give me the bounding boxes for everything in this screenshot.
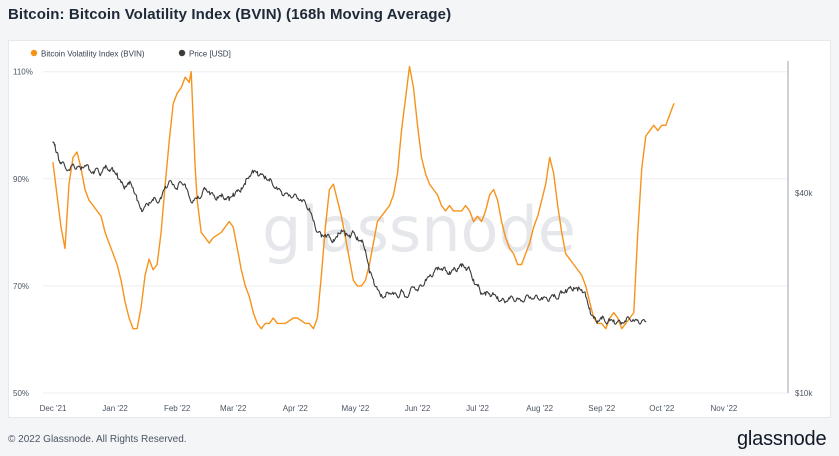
y-right-tick-label: $10k bbox=[795, 389, 813, 398]
x-tick-label: Jul '22 bbox=[466, 404, 489, 413]
chart-card: glassnode 50% 70% 90% 110% $10k $40k Dec '21… bbox=[8, 40, 831, 418]
x-tick-label: Apr '22 bbox=[283, 404, 309, 413]
bvin-price-chart[interactable]: glassnode 50% 70% 90% 110% $10k $40k Dec '21… bbox=[9, 41, 832, 419]
legend-bvin-dot bbox=[30, 49, 38, 57]
y-axis-right: $10k $40k bbox=[795, 189, 813, 398]
copyright-text: © 2022 Glassnode. All Rights Reserved. bbox=[8, 434, 187, 445]
y-right-tick-label: $40k bbox=[795, 189, 813, 198]
legend-bvin-label: Bitcoin Volatility Index (BVIN) bbox=[41, 50, 145, 59]
x-tick-label: Jun '22 bbox=[405, 404, 431, 413]
x-tick-label: Oct '22 bbox=[649, 404, 675, 413]
x-tick-label: Nov '22 bbox=[710, 404, 737, 413]
legend-price-label: Price [USD] bbox=[189, 50, 231, 59]
x-tick-label: Jan '22 bbox=[102, 404, 128, 413]
y-left-tick-label: 90% bbox=[13, 175, 29, 184]
x-tick-label: Dec '21 bbox=[40, 404, 67, 413]
y-left-tick-label: 110% bbox=[13, 68, 33, 77]
legend-item-bvin[interactable]: Bitcoin Volatility Index (BVIN) bbox=[30, 49, 145, 59]
price-line bbox=[52, 141, 647, 325]
legend-price-dot bbox=[178, 49, 186, 57]
glassnode-logo[interactable]: glassnode bbox=[737, 428, 827, 450]
x-tick-label: May '22 bbox=[342, 404, 370, 413]
x-tick-label: Mar '22 bbox=[220, 404, 247, 413]
x-axis: Dec '21 Jan '22 Feb '22 Mar '22 Apr '22 May '… bbox=[40, 404, 738, 413]
watermark-text: glassnode bbox=[262, 193, 576, 266]
y-axis-left: 50% 70% 90% 110% bbox=[13, 68, 33, 398]
y-left-tick-label: 50% bbox=[13, 389, 29, 398]
x-tick-label: Sep '22 bbox=[588, 404, 615, 413]
page-title: Bitcoin: Bitcoin Volatility Index (BVIN)… bbox=[8, 6, 452, 23]
x-tick-label: Aug '22 bbox=[526, 404, 553, 413]
bvin-line bbox=[52, 65, 675, 330]
x-tick-label: Feb '22 bbox=[164, 404, 191, 413]
grid-lines bbox=[43, 71, 788, 394]
y-left-tick-label: 70% bbox=[13, 282, 29, 291]
legend-item-price[interactable]: Price [USD] bbox=[178, 49, 231, 59]
series-layer bbox=[52, 65, 675, 330]
legend: Bitcoin Volatility Index (BVIN) Price [U… bbox=[30, 49, 231, 59]
